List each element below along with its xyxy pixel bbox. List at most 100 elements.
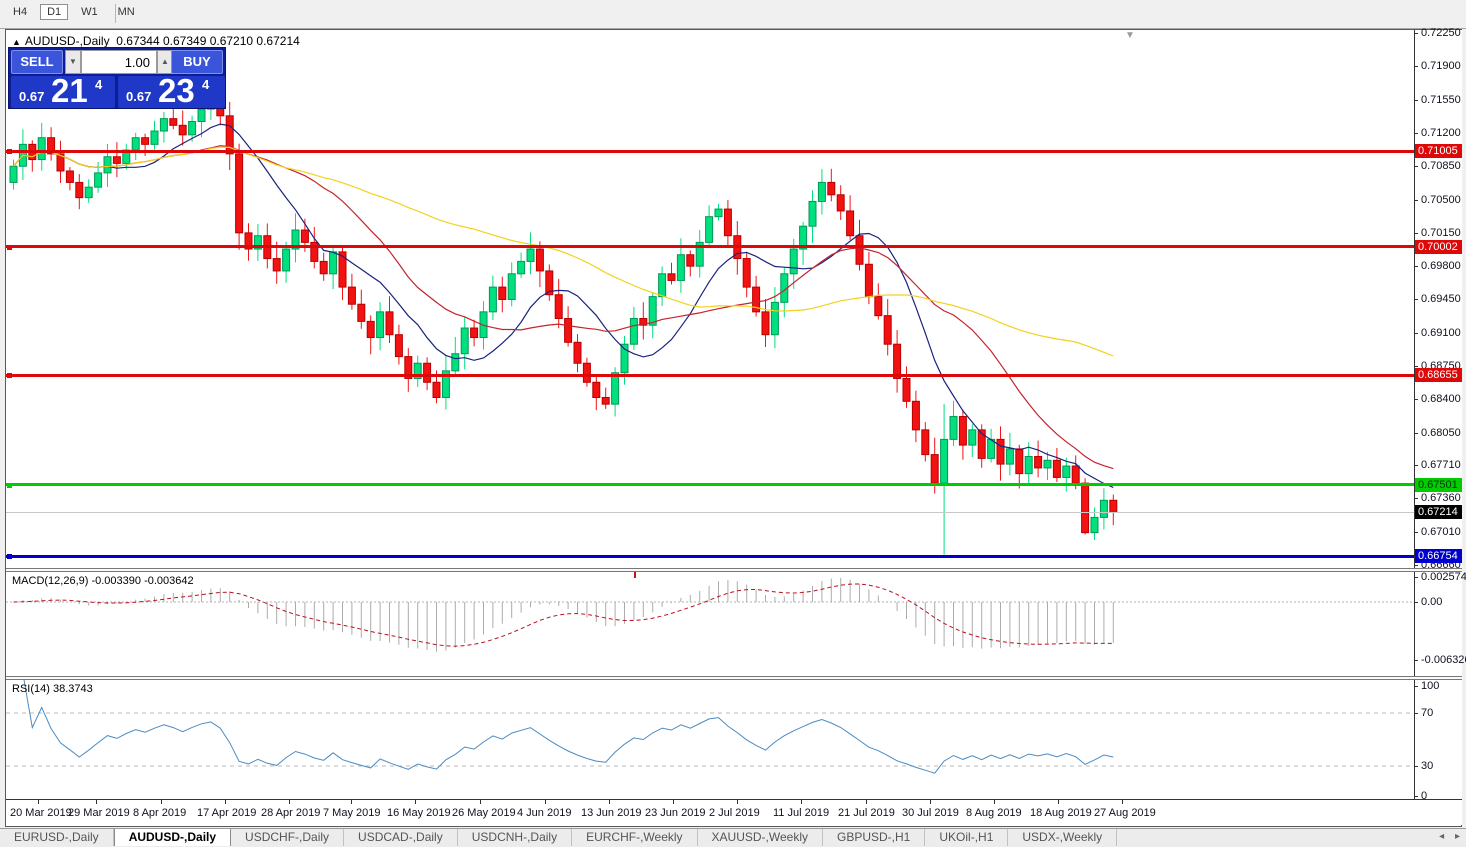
chart-tab-usdx-weekly[interactable]: USDX-,Weekly: [1008, 829, 1118, 846]
buy-price-pip: 4: [202, 77, 210, 92]
date-label: 4 Jun 2019: [517, 807, 572, 819]
horizontal-level-line-0.71005[interactable]: [6, 149, 1414, 153]
line-anchor-0.70002[interactable]: [7, 244, 12, 250]
horizontal-level-line-0.67501[interactable]: [6, 483, 1414, 487]
line-anchor-0.67501[interactable]: [7, 482, 12, 488]
chart-tab-ukoil-h1[interactable]: UKOil-,H1: [925, 829, 1009, 846]
chart-title: ▲ AUDUSD-,Daily 0.67344 0.67349 0.67210 0…: [12, 34, 300, 48]
tab-scroll-arrows: ◂ ▸: [1431, 831, 1460, 842]
rsi-panel-plot[interactable]: [6, 679, 1414, 799]
chart-tab-usdcnh-daily[interactable]: USDCNH-,Daily: [458, 829, 573, 846]
tab-scroll-right-icon[interactable]: ▸: [1454, 831, 1460, 842]
buy-price-prefix: 0.67: [126, 89, 152, 104]
timeframe-button-h4[interactable]: H4: [13, 6, 28, 18]
date-tick: [545, 800, 546, 804]
panel-splitter-macd[interactable]: [6, 568, 1462, 572]
date-tick: [866, 800, 867, 804]
ma-fast-blue: [13, 123, 1114, 488]
line-anchor-0.68655[interactable]: [7, 373, 12, 379]
date-tick: [994, 800, 995, 804]
date-label: 8 Apr 2019: [133, 807, 187, 819]
date-label: 27 Aug 2019: [1094, 807, 1156, 819]
date-tick: [930, 800, 931, 804]
chart-tab-eurchf-weekly[interactable]: EURCHF-,Weekly: [572, 829, 698, 846]
date-label: 13 Jun 2019: [581, 807, 642, 819]
rsi-indicator-label: RSI(14) 38.3743: [12, 683, 93, 695]
sell-price-big: 21: [51, 72, 88, 109]
date-tick: [480, 800, 481, 804]
volume-input[interactable]: [81, 50, 157, 74]
date-tick: [161, 800, 162, 804]
date-label: 18 Aug 2019: [1030, 807, 1092, 819]
macd-clipped-bar: [634, 572, 636, 578]
price-chart-plot[interactable]: [6, 30, 1414, 568]
date-label: 11 Jul 2019: [773, 807, 830, 819]
ma-mid-red: [13, 145, 1114, 470]
one-click-trading-panel: SELL ▼ ▲ BUY 0.67 21 4 0.67 23 4: [8, 47, 226, 109]
line-anchor-0.71005[interactable]: [7, 149, 12, 155]
date-label: 7 May 2019: [323, 807, 381, 819]
macd-histogram: [22, 577, 1114, 652]
date-tick: [1122, 800, 1123, 804]
buy-price-quote[interactable]: 0.67 23 4: [118, 72, 225, 109]
date-label: 30 Jul 2019: [902, 807, 959, 819]
date-label: 2 Jul 2019: [709, 807, 760, 819]
date-label: 21 Jul 2019: [838, 807, 895, 819]
horizontal-level-line-0.68655[interactable]: [6, 373, 1414, 377]
tab-scroll-left-icon[interactable]: ◂: [1439, 831, 1445, 842]
chart-tab-usdchf-daily[interactable]: USDCHF-,Daily: [231, 829, 345, 846]
chart-tab-usdcad-daily[interactable]: USDCAD-,Daily: [344, 829, 458, 846]
date-tick: [415, 800, 416, 804]
buy-button[interactable]: BUY: [171, 50, 223, 74]
date-tick: [96, 800, 97, 804]
buy-price-big: 23: [158, 72, 195, 109]
volume-increase-button[interactable]: ▲: [157, 50, 173, 74]
chart-object-marker-icon[interactable]: ▼: [1125, 30, 1135, 41]
chart-tab-gbpusd-h1[interactable]: GBPUSD-,H1: [823, 829, 926, 846]
volume-decrease-button[interactable]: ▼: [65, 50, 81, 74]
macd-signal-line: [13, 583, 1114, 647]
chart-tab-xauusd-weekly[interactable]: XAUUSD-,Weekly: [698, 829, 823, 846]
chart-tab-audusd-daily[interactable]: AUDUSD-,Daily: [113, 829, 232, 846]
macd-indicator-label: MACD(12,26,9) -0.003390 -0.003642: [12, 575, 194, 587]
rsi-line: [23, 679, 1114, 774]
time-axis[interactable]: 20 Mar 2019 29 Mar 2019 8 Apr 2019 17 Apr 2…: [6, 799, 1462, 825]
sell-price-quote[interactable]: 0.67 21 4: [11, 72, 115, 109]
date-label: 8 Aug 2019: [966, 807, 1022, 819]
date-label: 23 Jun 2019: [645, 807, 706, 819]
date-tick: [737, 800, 738, 804]
chart-title-ohlc: 0.67344 0.67349 0.67210 0.67214: [116, 34, 300, 48]
symbol-up-triangle-icon: ▲: [12, 37, 21, 47]
sell-price-pip: 4: [95, 77, 103, 92]
date-label: 16 May 2019: [387, 807, 451, 819]
date-tick: [289, 800, 290, 804]
volume-spinner: ▼ ▲: [65, 50, 173, 74]
date-label: 29 Mar 2019: [68, 807, 130, 819]
chart-tab-bar: EURUSD-,Daily AUDUSD-,Daily USDCHF-,Daily U…: [0, 828, 1466, 847]
macd-panel-plot[interactable]: [6, 571, 1414, 676]
timeframe-button-d1[interactable]: D1: [40, 4, 69, 20]
sell-price-prefix: 0.67: [19, 89, 45, 104]
chart-title-symbol: AUDUSD-,Daily: [24, 34, 110, 48]
chart-tab-eurusd-daily[interactable]: EURUSD-,Daily: [0, 829, 114, 846]
horizontal-level-line-0.70002[interactable]: [6, 245, 1414, 249]
toolbar-divider: [115, 4, 116, 23]
date-tick: [1058, 800, 1059, 804]
price-axis[interactable]: [1414, 30, 1462, 799]
date-tick: [673, 800, 674, 804]
panel-splitter-rsi[interactable]: [6, 676, 1462, 680]
date-tick: [609, 800, 610, 804]
current-price-line: [6, 512, 1414, 514]
date-label: 20 Mar 2019: [10, 807, 72, 819]
horizontal-level-line-0.66754[interactable]: [6, 554, 1414, 558]
line-anchor-0.66754[interactable]: [7, 554, 12, 560]
date-tick: [225, 800, 226, 804]
chart-tabs: EURUSD-,Daily AUDUSD-,Daily USDCHF-,Daily U…: [0, 829, 1118, 846]
sell-button[interactable]: SELL: [11, 50, 63, 74]
timeframe-toolbar: H4 D1 W1 MN: [0, 0, 1466, 29]
date-tick: [351, 800, 352, 804]
timeframe-button-mn[interactable]: MN: [117, 6, 135, 18]
date-tick: [801, 800, 802, 804]
timeframe-button-w1[interactable]: W1: [81, 6, 98, 18]
